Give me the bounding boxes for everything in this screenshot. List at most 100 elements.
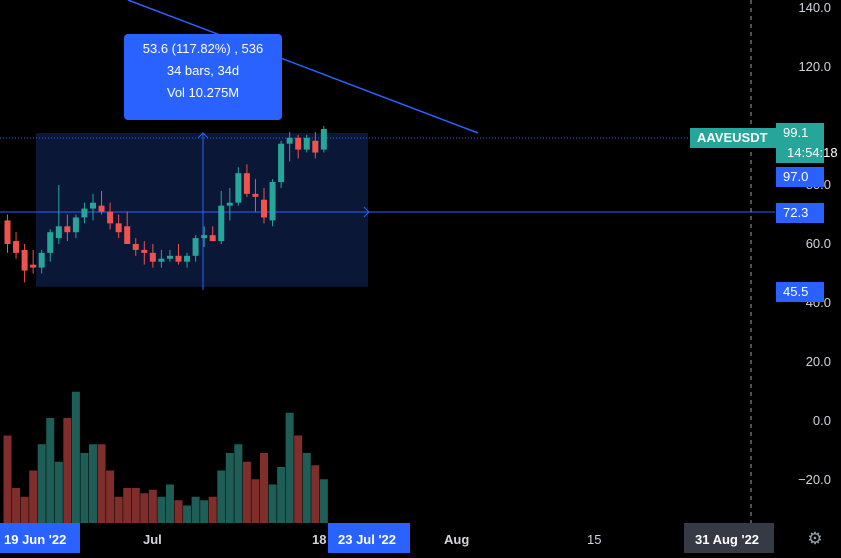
volume-bar bbox=[46, 418, 55, 523]
volume-bar bbox=[242, 461, 251, 523]
volume-bar bbox=[268, 484, 277, 523]
volume-bar bbox=[3, 435, 12, 523]
measure-volume: Vol 10.275M bbox=[166, 85, 240, 100]
candle-body bbox=[141, 249, 148, 253]
candle-body bbox=[47, 232, 54, 253]
candle-body bbox=[303, 137, 310, 150]
candle-body bbox=[175, 255, 182, 262]
x-label-15: 15 bbox=[587, 532, 602, 547]
volume-bar bbox=[89, 444, 97, 523]
volume-bar bbox=[157, 496, 166, 523]
volume-bar bbox=[140, 493, 149, 523]
candle-body bbox=[278, 143, 285, 183]
volume-bar bbox=[165, 484, 174, 523]
candle-body bbox=[261, 199, 267, 218]
candle-body bbox=[21, 249, 28, 271]
candle-body bbox=[235, 173, 242, 203]
candle-body bbox=[286, 137, 293, 144]
mid-price-badge: 72.3 bbox=[776, 203, 824, 223]
volume-bar bbox=[234, 444, 243, 523]
volume-bar bbox=[148, 489, 157, 523]
candle-body bbox=[72, 217, 79, 233]
volume-bar bbox=[174, 500, 183, 523]
y-tick-label: 20.0 bbox=[805, 354, 831, 369]
trend-line bbox=[127, 0, 479, 134]
candle-body bbox=[295, 137, 302, 150]
volume-bar bbox=[97, 444, 106, 523]
candle-body bbox=[269, 182, 276, 221]
measure-range-box bbox=[36, 133, 368, 287]
measure-bars: 34 bars, 34d bbox=[166, 63, 240, 78]
y-tick-label: 0.0 bbox=[812, 413, 831, 428]
measure-right-arrow bbox=[363, 206, 370, 218]
y-tick-label: 120.0 bbox=[798, 59, 831, 74]
candle-body bbox=[64, 226, 71, 233]
y-tick-label: −20.0 bbox=[798, 472, 831, 487]
candle-body bbox=[184, 255, 191, 262]
volume-bar bbox=[200, 500, 209, 523]
candle-body bbox=[132, 244, 139, 250]
y-tick-label: 60.0 bbox=[805, 236, 831, 251]
volume-bar bbox=[37, 444, 46, 523]
upper-price-badge: 97.0 bbox=[776, 167, 824, 187]
volume-bar bbox=[277, 467, 286, 523]
volume-bar bbox=[217, 470, 226, 523]
volume-bar bbox=[80, 453, 89, 523]
range-end-date: 23 Jul '22 bbox=[328, 523, 410, 553]
volume-bar bbox=[29, 470, 38, 523]
measure-up-arrow bbox=[197, 132, 209, 139]
x-label-aug: Aug bbox=[444, 532, 470, 547]
candle-body bbox=[312, 140, 319, 153]
candle-body bbox=[107, 211, 114, 224]
volume-bar bbox=[285, 412, 294, 523]
candle-body bbox=[226, 202, 233, 206]
symbol-badge: AAVEUSDT bbox=[690, 128, 776, 148]
candle-body bbox=[209, 235, 216, 242]
candle-body bbox=[218, 205, 225, 242]
volume-bar bbox=[54, 461, 63, 523]
candle-body bbox=[4, 220, 11, 244]
candle-body bbox=[30, 264, 37, 268]
volume-bar bbox=[208, 496, 217, 523]
lower-price-badge: 45.5 bbox=[776, 282, 824, 302]
volume-bar bbox=[12, 488, 21, 523]
volume-bar bbox=[191, 496, 200, 523]
range-start-date: 19 Jun '22 bbox=[0, 523, 80, 553]
volume-bar bbox=[319, 479, 328, 523]
candle-body bbox=[158, 258, 165, 262]
candle-body bbox=[81, 208, 88, 218]
volume-bar bbox=[71, 391, 80, 523]
volume-bar bbox=[114, 496, 123, 523]
candle-body bbox=[252, 193, 259, 197]
candle-body bbox=[320, 128, 327, 150]
candle-body bbox=[149, 252, 156, 262]
candle-body bbox=[124, 226, 131, 244]
candle-body bbox=[201, 235, 208, 239]
x-label-jul: Jul bbox=[143, 532, 162, 547]
last-price-badge: 99.1 14:54:18 bbox=[776, 123, 838, 163]
volume-bar bbox=[131, 488, 140, 523]
x-label-18: 18 bbox=[312, 532, 327, 547]
gear-icon[interactable]: ⚙ bbox=[807, 529, 823, 548]
measure-change: 53.6 (117.82%) , 536 bbox=[142, 41, 264, 56]
candle-body bbox=[243, 173, 250, 194]
candle-body bbox=[90, 202, 96, 209]
volume-bar bbox=[302, 453, 311, 523]
volume-bar bbox=[225, 453, 234, 523]
candle-body bbox=[98, 205, 105, 212]
volume-bar bbox=[20, 496, 29, 523]
candle-body bbox=[38, 252, 45, 268]
bar-countdown: 14:54:18 bbox=[787, 145, 838, 160]
y-tick-label: 140.0 bbox=[798, 0, 831, 15]
candle-body bbox=[55, 226, 62, 239]
candle-body bbox=[166, 255, 173, 259]
cursor-date: 31 Aug '22 bbox=[684, 523, 774, 553]
volume-bar bbox=[123, 488, 132, 523]
volume-bar bbox=[63, 418, 72, 523]
volume-bar bbox=[294, 435, 303, 523]
volume-bar bbox=[106, 470, 115, 523]
last-price: 99.1 bbox=[783, 125, 809, 140]
volume-bar bbox=[251, 479, 260, 523]
measure-tooltip: 53.6 (117.82%) , 536 34 bars, 34d Vol 10… bbox=[124, 34, 282, 120]
